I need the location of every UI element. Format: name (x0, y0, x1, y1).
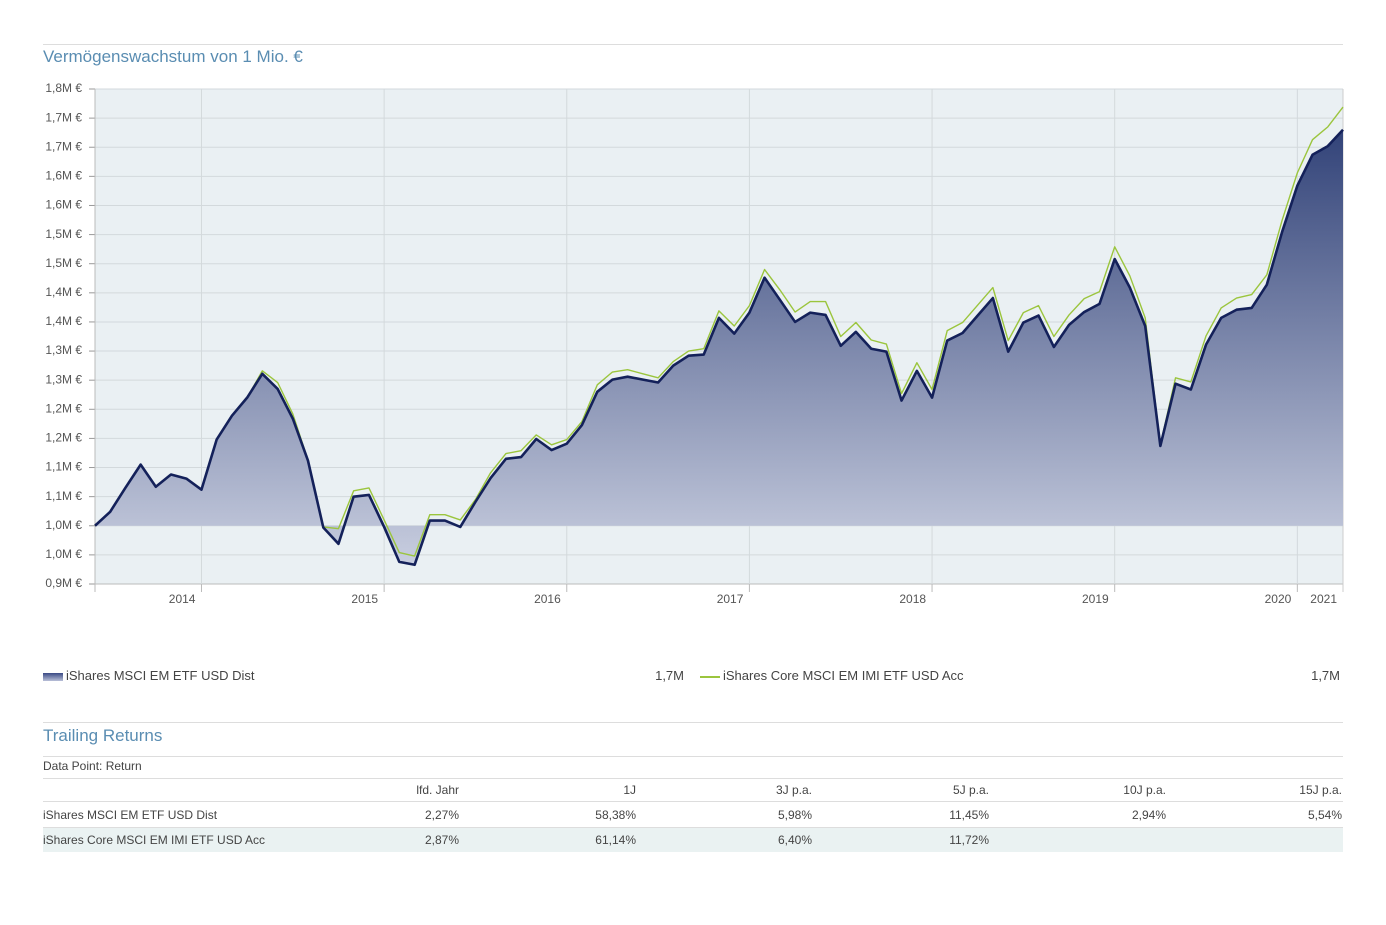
divider (43, 44, 1343, 45)
legend-swatch (700, 676, 720, 678)
table-cell: 2,94% (1131, 808, 1166, 822)
y-tick-label: 1,1M € (45, 460, 82, 474)
x-tick-label: 2014 (169, 592, 196, 606)
column-header: lfd. Jahr (416, 783, 459, 797)
row-label: iShares Core MSCI EM IMI ETF USD Acc (43, 833, 266, 847)
legend-label: iShares Core MSCI EM IMI ETF USD Acc (723, 668, 964, 683)
area (95, 129, 1343, 565)
divider (43, 722, 1343, 723)
chart-title: Vermögenswachstum von 1 Mio. € (43, 47, 303, 66)
x-tick-label: 2017 (717, 592, 744, 606)
x-tick-label: 2016 (534, 592, 561, 606)
column-header: 10J p.a. (1123, 783, 1166, 797)
y-tick-label: 1,0M € (45, 547, 82, 561)
column-header: 1J (623, 783, 636, 797)
y-tick-label: 1,5M € (45, 227, 82, 241)
y-tick-label: 1,6M € (45, 198, 82, 212)
divider (43, 756, 1343, 757)
line (94, 128, 1344, 567)
y-tick-label: 1,3M € (45, 372, 82, 386)
column-header: 15J p.a. (1299, 783, 1342, 797)
table-cell: 2,27% (424, 808, 459, 822)
y-tick-label: 1,2M € (45, 401, 82, 415)
legend-value: 1,7M (1311, 668, 1340, 683)
x-tick-label: 2020 (1265, 592, 1292, 606)
divider (43, 801, 1343, 802)
row-background (43, 828, 1343, 852)
column-header: 3J p.a. (775, 783, 812, 797)
y-tick-label: 1,4M € (45, 285, 82, 299)
table-cell: 5,98% (777, 808, 812, 822)
y-tick-label: 1,5M € (45, 256, 82, 270)
legend-label: iShares MSCI EM ETF USD Dist (66, 668, 255, 683)
table-cell: 5,54% (1307, 808, 1342, 822)
row-label: iShares MSCI EM ETF USD Dist (43, 808, 218, 822)
y-tick-label: 1,4M € (45, 314, 82, 328)
table-cell: 11,45% (949, 808, 989, 822)
table-note: Data Point: Return (43, 759, 142, 773)
divider (43, 778, 1343, 779)
y-tick-label: 1,6M € (45, 169, 82, 183)
y-tick-label: 1,3M € (45, 343, 82, 357)
x-tick-label: 2018 (899, 592, 926, 606)
y-tick-label: 1,2M € (45, 431, 82, 445)
y-tick-label: 1,1M € (45, 489, 82, 503)
x-tick-label: 2021 (1310, 592, 1337, 606)
table-cell: 11,72% (949, 833, 989, 847)
y-tick-label: 1,7M € (45, 110, 82, 124)
y-tick-label: 0,9M € (45, 576, 82, 590)
chart: 1,8M € 1,7M € 1,7M € 1,6M € 1,6M € 1,5M € 1,5M… (45, 81, 1344, 606)
table-cell: 61,14% (595, 833, 636, 847)
divider (43, 827, 1343, 828)
table-cell: 6,40% (777, 833, 812, 847)
x-tick-label: 2015 (351, 592, 378, 606)
legend-swatch (43, 673, 63, 681)
table-title: Trailing Returns (43, 726, 163, 745)
x-tick-label: 2019 (1082, 592, 1109, 606)
y-tick-label: 1,0M € (45, 518, 82, 532)
table-cell: 2,87% (424, 833, 459, 847)
legend-value: 1,7M (655, 668, 684, 683)
table-cell: 58,38% (595, 808, 636, 822)
y-tick-label: 1,8M € (45, 81, 82, 95)
column-header: 5J p.a. (952, 783, 989, 797)
y-tick-label: 1,7M € (45, 139, 82, 153)
